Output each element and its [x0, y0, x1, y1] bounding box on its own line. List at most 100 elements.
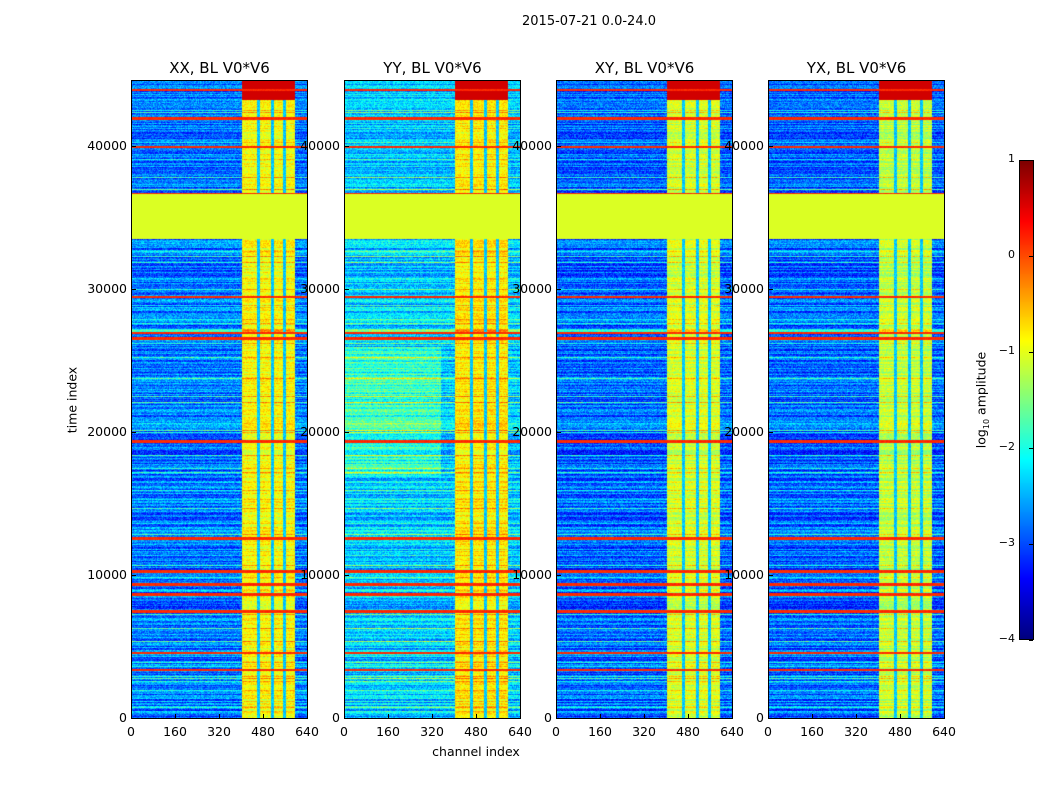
colorbar-tick-label: −3: [998, 536, 1015, 549]
x-tick-label: 0: [552, 724, 560, 739]
x-tick-mark: [688, 714, 689, 718]
y-tick-mark: [345, 288, 349, 290]
x-tick-mark: [732, 714, 733, 718]
panel-title: YY, BL V0*V6: [383, 59, 482, 77]
x-tick-mark: [600, 714, 601, 718]
heatmap-image: [769, 81, 944, 718]
x-tick-mark: [388, 714, 389, 718]
x-tick-label: 160: [376, 724, 400, 739]
x-tick-mark: [432, 714, 433, 718]
y-axis-label: time index: [64, 366, 80, 434]
y-tick-mark: [769, 574, 773, 576]
y-tick-label: 10000: [512, 566, 552, 582]
colorbar-tick-mark: [1029, 160, 1033, 161]
x-tick-mark: [263, 714, 264, 718]
x-tick-mark: [644, 714, 645, 718]
x-tick-label: 0: [127, 724, 135, 739]
heatmap-image: [345, 81, 520, 718]
y-tick-label: 10000: [724, 566, 764, 582]
x-tick-label: 320: [844, 724, 868, 739]
x-tick-mark: [812, 714, 813, 718]
y-tick-mark: [769, 718, 773, 719]
colorbar-label: log10 amplitude: [973, 351, 991, 449]
y-tick-label: 0: [756, 710, 764, 725]
heatmap-image: [132, 81, 307, 718]
x-tick-mark: [556, 714, 557, 718]
x-tick-mark: [344, 714, 345, 718]
colorbar-tick-label: 0: [1008, 248, 1015, 261]
x-tick-label: 640: [295, 724, 319, 739]
y-tick-mark: [769, 288, 773, 290]
panel-title: YX, BL V0*V6: [806, 59, 907, 77]
x-tick-mark: [175, 714, 176, 718]
x-axis-label: channel index: [432, 744, 520, 759]
y-tick-label: 40000: [512, 137, 552, 153]
x-tick-label: 320: [207, 724, 231, 739]
panel-title: XY, BL V0*V6: [594, 59, 695, 77]
x-tick-mark: [900, 714, 901, 718]
heatmap-panel: [131, 80, 308, 719]
panel-title: XX, BL V0*V6: [169, 59, 270, 77]
x-tick-label: 160: [588, 724, 612, 739]
x-tick-label: 320: [420, 724, 444, 739]
y-tick-label: 40000: [724, 137, 764, 153]
x-tick-mark: [768, 714, 769, 718]
colorbar-tick-label: −1: [998, 344, 1015, 357]
x-tick-label: 640: [508, 724, 532, 739]
y-tick-label: 0: [544, 710, 552, 725]
y-tick-mark: [557, 574, 561, 576]
colorbar-tick-mark: [1029, 640, 1033, 641]
x-tick-label: 320: [632, 724, 656, 739]
y-tick-label: 20000: [724, 423, 764, 439]
colorbar-tick-mark: [1029, 544, 1033, 545]
y-tick-label: 20000: [300, 423, 340, 439]
x-tick-mark: [307, 714, 308, 718]
x-tick-label: 160: [163, 724, 187, 739]
y-tick-label: 30000: [300, 280, 340, 296]
heatmap-panel: [344, 80, 521, 719]
x-tick-mark: [476, 714, 477, 718]
y-tick-label: 40000: [300, 137, 340, 153]
x-tick-mark: [131, 714, 132, 718]
colorbar-tick-label: −2: [998, 440, 1015, 453]
y-tick-label: 20000: [512, 423, 552, 439]
y-tick-mark: [557, 145, 561, 147]
x-tick-label: 480: [251, 724, 275, 739]
y-tick-label: 40000: [87, 137, 127, 153]
y-tick-mark: [557, 288, 561, 290]
colorbar-tick-mark: [1029, 256, 1033, 257]
y-tick-mark: [345, 574, 349, 576]
y-tick-mark: [132, 145, 136, 147]
y-tick-mark: [132, 574, 136, 576]
heatmap-panel: [768, 80, 945, 719]
x-tick-label: 0: [340, 724, 348, 739]
x-tick-label: 480: [464, 724, 488, 739]
x-tick-label: 480: [888, 724, 912, 739]
figure-title: 2015-07-21 0.0-24.0: [522, 14, 656, 29]
y-tick-label: 30000: [87, 280, 127, 296]
y-tick-mark: [345, 718, 349, 719]
y-tick-label: 20000: [87, 423, 127, 439]
colorbar-gradient: [1020, 161, 1033, 639]
colorbar-tick-label: −4: [998, 632, 1015, 645]
y-tick-label: 10000: [300, 566, 340, 582]
y-tick-mark: [769, 145, 773, 147]
y-tick-mark: [132, 288, 136, 290]
y-tick-mark: [557, 431, 561, 433]
x-tick-label: 160: [800, 724, 824, 739]
y-tick-mark: [345, 431, 349, 433]
colorbar-tick-label: 1: [1008, 152, 1015, 165]
y-tick-label: 10000: [87, 566, 127, 582]
y-tick-mark: [132, 431, 136, 433]
x-tick-label: 0: [764, 724, 772, 739]
x-tick-label: 640: [720, 724, 744, 739]
y-tick-label: 30000: [512, 280, 552, 296]
colorbar-tick-mark: [1029, 448, 1033, 449]
colorbar-tick-mark: [1029, 352, 1033, 353]
heatmap-panel: [556, 80, 733, 719]
y-tick-mark: [769, 431, 773, 433]
y-tick-mark: [132, 718, 136, 719]
colorbar: [1019, 160, 1034, 640]
x-tick-mark: [520, 714, 521, 718]
